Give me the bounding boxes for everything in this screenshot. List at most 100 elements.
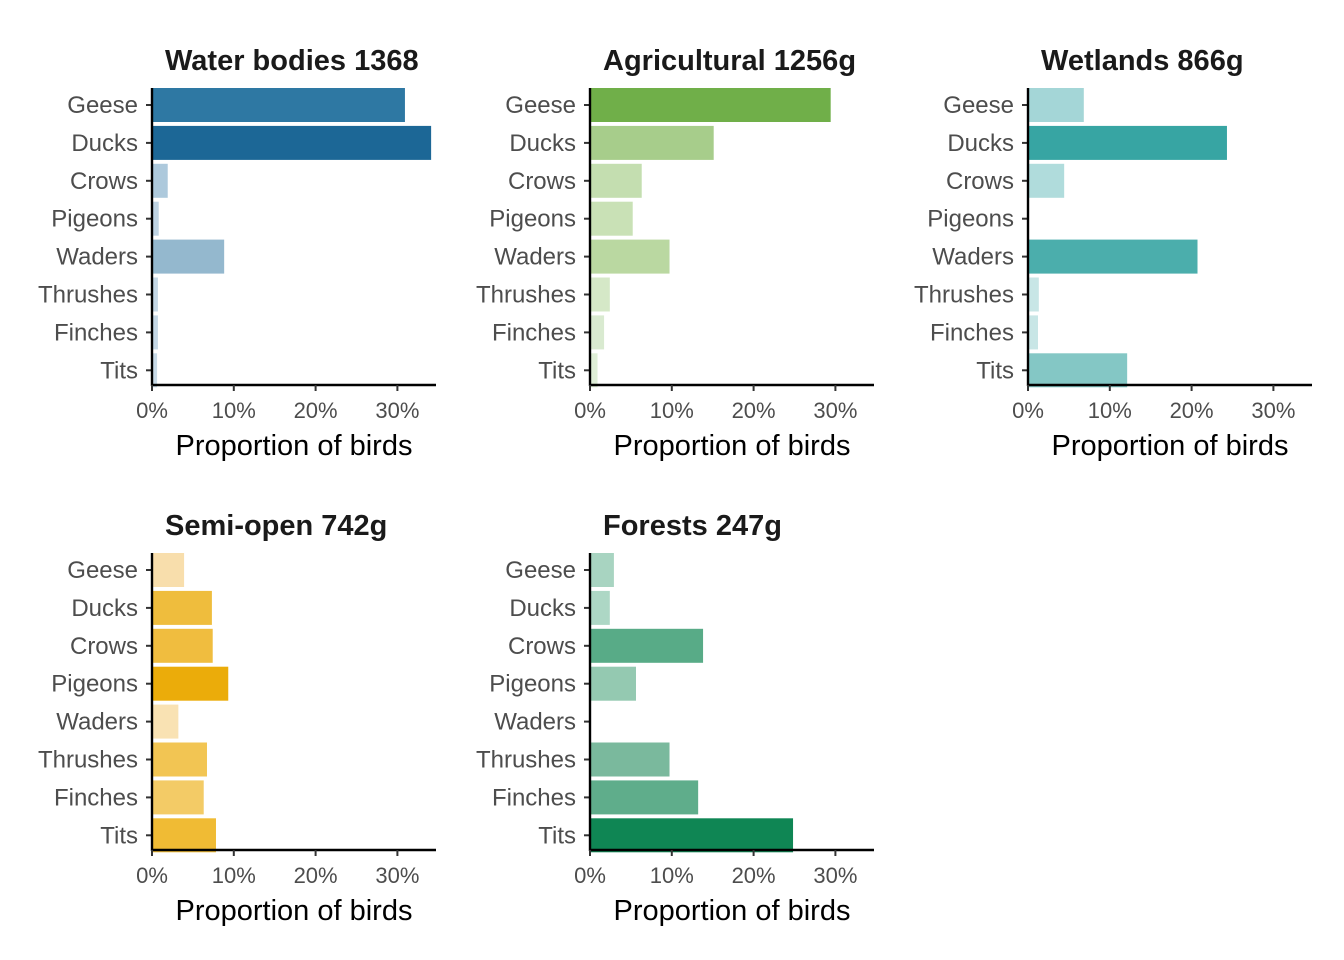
bar-crows [591, 628, 704, 663]
x-tick-label: 10% [212, 398, 256, 423]
category-label: Ducks [947, 130, 1014, 157]
bar-crows [1029, 163, 1065, 198]
category-label: Pigeons [489, 671, 576, 698]
bar-waders [153, 704, 179, 739]
bar-pigeons [153, 666, 229, 701]
bar-ducks [591, 590, 610, 625]
panel-title: Semi-open 742g [165, 510, 387, 542]
bar-geese [153, 88, 405, 122]
panel-1: Water bodies 1368 Geese Ducks Crows Pigeons W… [38, 45, 436, 462]
x-tick-label: 30% [813, 398, 857, 423]
category-label: Tits [100, 357, 138, 384]
category-label: Thrushes [38, 747, 138, 774]
bar-waders [1029, 239, 1198, 274]
category-label: Finches [930, 319, 1014, 346]
x-tick-label: 30% [375, 863, 419, 888]
category-label: Waders [494, 244, 576, 271]
bar-crows [591, 163, 642, 198]
panel-2: Agricultural 1256g Geese Ducks Crows Pigeons… [476, 45, 874, 462]
panel-5: Forests 247g Geese Ducks Crows Pigeons Waders… [476, 510, 874, 927]
bar-ducks [1029, 125, 1227, 160]
bar-ducks [153, 125, 432, 160]
bar-waders [153, 239, 225, 274]
bar-pigeons [591, 201, 633, 236]
bar-tits [153, 353, 158, 388]
bar-crows [153, 628, 213, 663]
bar-waders [591, 239, 670, 274]
panel-3: Wetlands 866g Geese Ducks Crows Pigeons Wader… [914, 45, 1312, 462]
x-tick-label: 30% [1251, 398, 1295, 423]
x-tick-label: 20% [732, 863, 776, 888]
category-label: Crows [508, 633, 576, 660]
category-label: Waders [494, 709, 576, 736]
bar-finches [591, 780, 699, 815]
category-label: Pigeons [927, 206, 1014, 233]
category-label: Crows [946, 168, 1014, 195]
bar-crows [153, 163, 168, 198]
x-tick-label: 10% [1088, 398, 1132, 423]
bar-finches [153, 780, 204, 815]
category-label: Ducks [71, 595, 138, 622]
category-label: Ducks [71, 130, 138, 157]
bar-pigeons [153, 201, 159, 236]
category-label: Geese [943, 92, 1014, 119]
bar-finches [1029, 315, 1038, 350]
bar-ducks [153, 590, 212, 625]
bar-geese [1029, 88, 1084, 122]
x-axis-title: Proportion of birds [614, 430, 851, 462]
category-label: Waders [56, 244, 138, 271]
category-label: Waders [56, 709, 138, 736]
x-tick-label: 0% [136, 863, 168, 888]
bar-finches [153, 315, 158, 350]
bar-tits [153, 818, 216, 853]
x-tick-label: 0% [574, 398, 606, 423]
bar-thrushes [1029, 277, 1039, 312]
x-tick-label: 20% [294, 863, 338, 888]
x-axis-title: Proportion of birds [176, 895, 413, 927]
category-label: Thrushes [476, 747, 576, 774]
category-label: Geese [505, 557, 576, 584]
x-axis-title: Proportion of birds [614, 895, 851, 927]
category-label: Tits [538, 357, 576, 384]
x-tick-label: 0% [574, 863, 606, 888]
bar-tits [591, 353, 598, 388]
category-label: Finches [54, 784, 138, 811]
category-label: Waders [932, 244, 1014, 271]
bar-finches [591, 315, 605, 350]
bar-thrushes [153, 277, 158, 312]
bar-thrushes [591, 277, 610, 312]
panel-4: Semi-open 742g Geese Ducks Crows Pigeons Wade… [38, 510, 436, 927]
bar-tits [591, 818, 794, 853]
category-label: Thrushes [38, 282, 138, 309]
x-tick-label: 20% [732, 398, 776, 423]
bar-thrushes [591, 742, 670, 777]
category-label: Crows [70, 633, 138, 660]
x-tick-label: 20% [1170, 398, 1214, 423]
bar-ducks [591, 125, 714, 160]
category-label: Ducks [509, 130, 576, 157]
category-label: Finches [492, 319, 576, 346]
x-tick-label: 20% [294, 398, 338, 423]
panel-title: Agricultural 1256g [603, 45, 856, 77]
x-tick-label: 10% [650, 398, 694, 423]
x-tick-label: 10% [212, 863, 256, 888]
x-tick-label: 30% [813, 863, 857, 888]
category-label: Crows [70, 168, 138, 195]
x-axis-title: Proportion of birds [176, 430, 413, 462]
panel-title: Water bodies 1368 [165, 45, 419, 77]
category-label: Tits [538, 822, 576, 849]
category-label: Thrushes [914, 282, 1014, 309]
category-label: Pigeons [51, 206, 138, 233]
bar-geese [591, 553, 614, 587]
x-tick-label: 0% [1012, 398, 1044, 423]
category-label: Pigeons [51, 671, 138, 698]
category-label: Pigeons [489, 206, 576, 233]
x-tick-label: 0% [136, 398, 168, 423]
category-label: Finches [54, 319, 138, 346]
x-tick-label: 30% [375, 398, 419, 423]
panel-title: Forests 247g [603, 510, 782, 542]
category-label: Finches [492, 784, 576, 811]
panel-title: Wetlands 866g [1041, 45, 1244, 77]
category-label: Thrushes [476, 282, 576, 309]
